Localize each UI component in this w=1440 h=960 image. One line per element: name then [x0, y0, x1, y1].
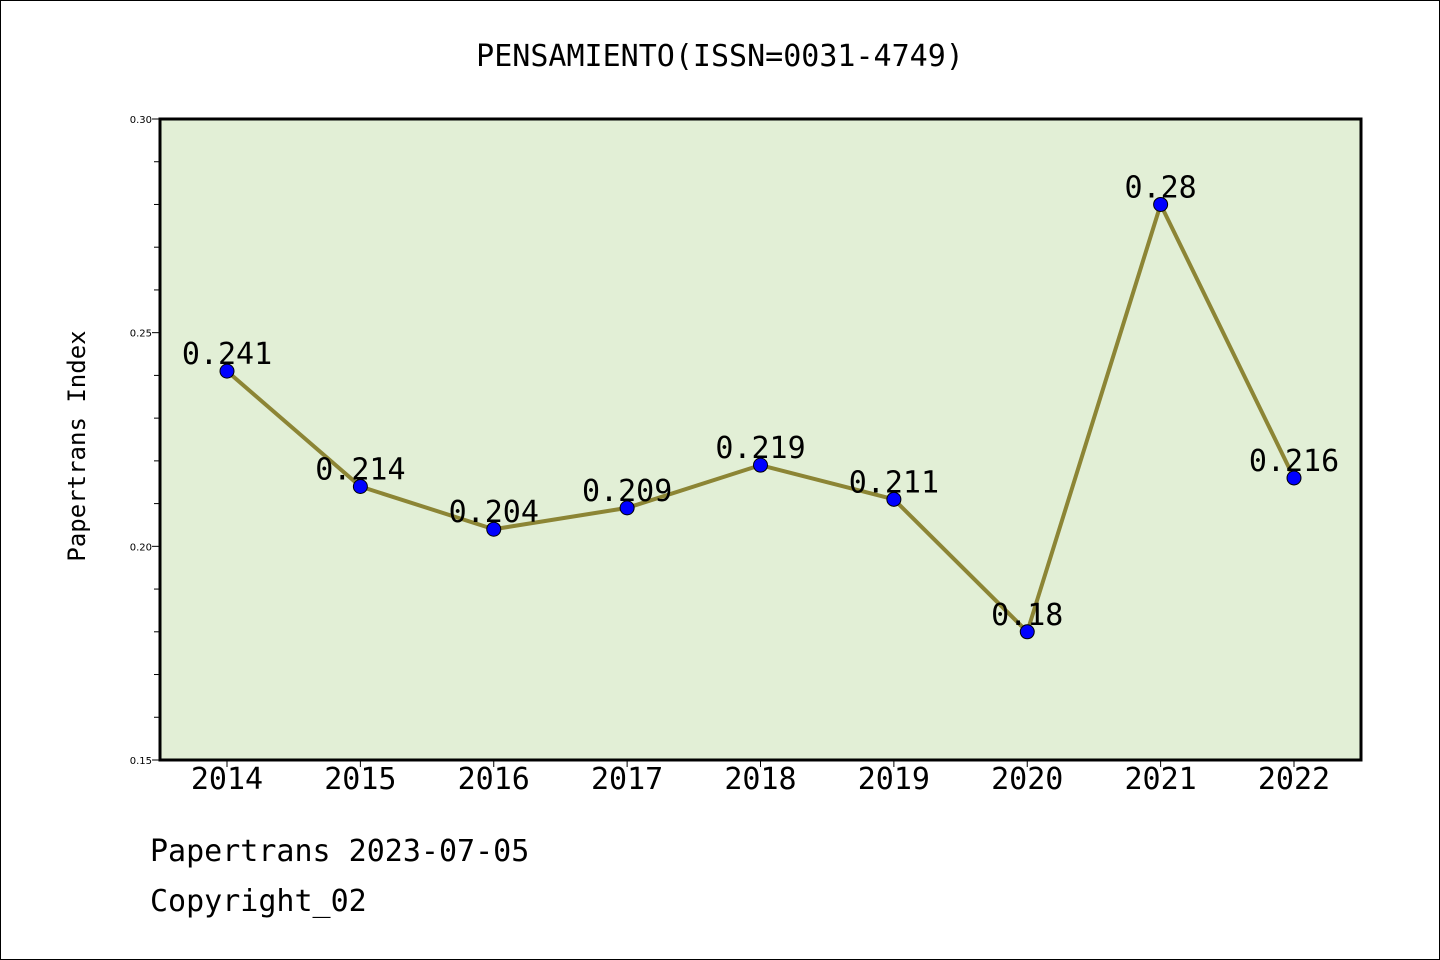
data-label: 0.241 [182, 337, 272, 372]
copyright-label: Copyright_02 [150, 884, 367, 919]
data-point [886, 491, 902, 507]
x-tick-label: 2021 [1125, 762, 1197, 797]
data-label: 0.209 [582, 474, 672, 509]
data-point [1019, 624, 1035, 640]
data-label: 0.214 [315, 453, 405, 488]
data-point [352, 479, 368, 495]
y-tick-label: 0.25 [130, 329, 152, 340]
x-tick-label: 2019 [858, 762, 930, 797]
x-tick-label: 2016 [458, 762, 530, 797]
data-label: 0.28 [1125, 170, 1197, 205]
y-tick-label: 0.20 [130, 542, 152, 553]
data-label: 0.211 [849, 465, 939, 500]
x-axis-ticks: 2014 2015 2016 2017 2018 2019 2020 2021 2022 [191, 760, 1330, 797]
data-point [1286, 470, 1302, 486]
y-axis-ticks: 0.15 0.20 0.25 0.30 [130, 115, 160, 767]
data-label: 0.216 [1249, 444, 1339, 479]
chart-title: PENSAMIENTO(ISSN=0031-4749) [476, 39, 964, 74]
x-tick-label: 2018 [724, 762, 796, 797]
series-group: 0.241 0.214 0.204 0.209 0.219 0.211 0.18 0.28 0.… [182, 170, 1339, 640]
y-tick-label: 0.30 [130, 115, 152, 126]
data-point [753, 457, 768, 473]
data-point [1153, 196, 1169, 212]
x-tick-label: 2014 [191, 762, 263, 797]
data-point [619, 500, 635, 516]
y-tick-label: 0.15 [130, 756, 152, 767]
x-tick-label: 2020 [991, 762, 1063, 797]
data-label: 0.18 [991, 598, 1063, 633]
data-point [486, 521, 502, 537]
x-tick-label: 2015 [324, 762, 396, 797]
x-tick-label: 2017 [591, 762, 663, 797]
data-point [219, 363, 235, 379]
plot-area [158, 117, 1363, 762]
x-tick-label: 2022 [1258, 762, 1330, 797]
data-label: 0.204 [449, 495, 539, 530]
y-axis-label: Papertrans Index [63, 330, 91, 561]
source-date-label: Papertrans 2023-07-05 [150, 834, 530, 869]
data-label: 0.219 [715, 431, 805, 466]
